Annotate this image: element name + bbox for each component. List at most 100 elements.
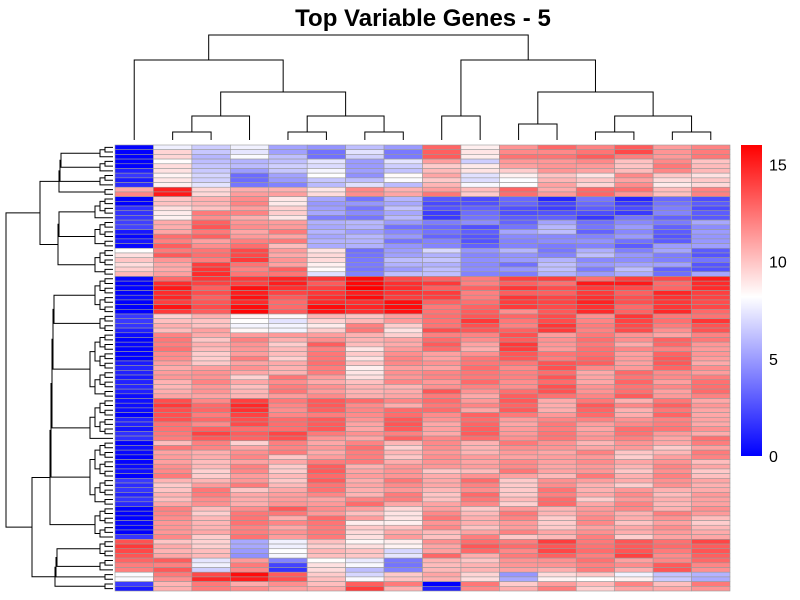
heatmap-cell bbox=[345, 201, 385, 207]
heatmap-cell bbox=[191, 468, 231, 474]
heatmap-cell bbox=[575, 520, 615, 526]
heatmap-cell bbox=[306, 313, 346, 320]
column-dendrogram-branch bbox=[208, 34, 529, 60]
heatmap-cell bbox=[191, 548, 231, 554]
heatmap-cell bbox=[460, 360, 500, 366]
heatmap-cell bbox=[652, 501, 692, 507]
heatmap-cell bbox=[383, 177, 423, 183]
row-dendrogram-branch bbox=[99, 280, 105, 292]
heatmap-cell bbox=[306, 215, 346, 221]
heatmap-cell bbox=[306, 337, 346, 343]
heatmap-cell bbox=[499, 510, 539, 517]
heatmap-cell bbox=[230, 323, 270, 329]
heatmap-cell bbox=[614, 243, 654, 249]
heatmap-cell bbox=[460, 280, 500, 287]
heatmap-cell bbox=[537, 201, 577, 207]
heatmap-cell bbox=[268, 379, 308, 385]
heatmap-cell bbox=[691, 285, 731, 291]
heatmap-cell bbox=[153, 149, 193, 155]
heatmap-cell bbox=[652, 506, 692, 512]
heatmap-cell bbox=[691, 327, 731, 334]
heatmap-cell bbox=[268, 168, 308, 174]
heatmap-cell bbox=[460, 407, 500, 413]
heatmap-cell bbox=[230, 398, 270, 404]
heatmap-cell bbox=[268, 201, 308, 207]
heatmap-cell bbox=[652, 487, 692, 493]
heatmap-cell bbox=[422, 210, 462, 216]
heatmap-cell bbox=[230, 285, 270, 291]
column-dendrogram-branch bbox=[518, 123, 558, 140]
heatmap-cell bbox=[537, 238, 577, 244]
heatmap-cell bbox=[499, 416, 539, 423]
heatmap-cell bbox=[153, 243, 193, 249]
heatmap-cell bbox=[191, 539, 231, 545]
heatmap-cell bbox=[652, 543, 692, 550]
heatmap-cell bbox=[691, 539, 731, 545]
heatmap-cell bbox=[499, 365, 539, 371]
heatmap-cell bbox=[460, 459, 500, 465]
heatmap-cell bbox=[191, 524, 231, 531]
heatmap-cell bbox=[422, 318, 462, 324]
heatmap-cell bbox=[499, 473, 539, 479]
heatmap-cell bbox=[345, 407, 385, 413]
heatmap-cell bbox=[153, 257, 193, 263]
heatmap-cell bbox=[191, 402, 231, 409]
column-dendrogram-branch bbox=[614, 115, 693, 132]
heatmap-cell bbox=[230, 407, 270, 413]
heatmap-cell bbox=[499, 191, 539, 197]
heatmap-cell bbox=[153, 266, 193, 273]
heatmap-cell bbox=[575, 506, 615, 512]
row-dendrogram-branch bbox=[104, 287, 113, 294]
heatmap-cell bbox=[383, 553, 423, 559]
heatmap-cell bbox=[345, 158, 385, 165]
heatmap-cell bbox=[306, 576, 346, 582]
heatmap-cell bbox=[383, 539, 423, 545]
heatmap-cell bbox=[537, 562, 577, 568]
heatmap-cell bbox=[499, 440, 539, 446]
heatmap-cell bbox=[230, 539, 270, 545]
heatmap-cell bbox=[460, 524, 500, 531]
row-dendrogram-branch bbox=[99, 402, 105, 414]
heatmap-cell bbox=[422, 252, 462, 258]
row-dendrogram-branch bbox=[94, 515, 100, 534]
heatmap-cell bbox=[383, 468, 423, 474]
column-dendrogram bbox=[133, 34, 712, 140]
heatmap-cell bbox=[614, 313, 654, 320]
heatmap-cell bbox=[422, 276, 462, 282]
heatmap-cell bbox=[499, 252, 539, 258]
heatmap-cell bbox=[230, 252, 270, 258]
heatmap-cell bbox=[614, 186, 654, 193]
heatmap-cell bbox=[191, 337, 231, 343]
heatmap-cell bbox=[345, 304, 385, 310]
heatmap-cell bbox=[306, 219, 346, 226]
heatmap-cell bbox=[614, 567, 654, 573]
heatmap-cell bbox=[460, 219, 500, 226]
heatmap-cell bbox=[499, 393, 539, 399]
column-dendrogram-branch bbox=[460, 59, 596, 116]
heatmap-cell bbox=[460, 318, 500, 324]
heatmap-cell bbox=[191, 543, 231, 550]
heatmap-cell bbox=[114, 323, 154, 329]
heatmap-cell bbox=[499, 313, 539, 320]
heatmap-cell bbox=[575, 201, 615, 207]
heatmap-cell bbox=[460, 557, 500, 564]
heatmap-cell bbox=[652, 365, 692, 371]
heatmap-cell bbox=[345, 154, 385, 160]
heatmap-cell bbox=[537, 384, 577, 390]
heatmap-cell bbox=[499, 374, 539, 381]
heatmap-cell bbox=[191, 327, 231, 334]
heatmap-cell bbox=[153, 515, 193, 521]
heatmap-cell bbox=[268, 318, 308, 324]
heatmap-cell bbox=[345, 177, 385, 183]
row-dendrogram-branch bbox=[104, 461, 113, 468]
heatmap-cell bbox=[652, 252, 692, 258]
heatmap-cell bbox=[191, 571, 231, 578]
heatmap-cell bbox=[383, 252, 423, 258]
heatmap-cell bbox=[230, 243, 270, 249]
heatmap-cell bbox=[306, 562, 346, 568]
row-dendrogram-branch bbox=[104, 517, 113, 524]
heatmap-cell bbox=[383, 360, 423, 366]
heatmap-cell bbox=[230, 186, 270, 193]
heatmap-cell bbox=[575, 567, 615, 573]
heatmap-cell bbox=[691, 534, 731, 540]
